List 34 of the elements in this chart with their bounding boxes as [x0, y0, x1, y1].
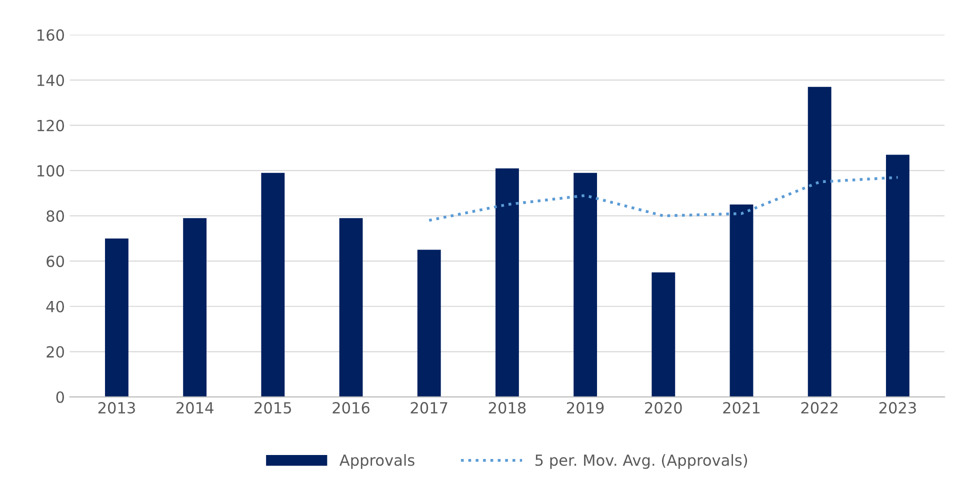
- x-tick-label: 2013: [98, 402, 135, 414]
- y-tick-label: 60: [46, 256, 64, 268]
- y-tick-label: 140: [38, 74, 64, 86]
- y-tick-label: 100: [38, 165, 64, 177]
- x-tick-label: 2016: [332, 402, 370, 414]
- y-tick-label: 160: [38, 29, 64, 41]
- bar: [730, 204, 754, 397]
- bar: [339, 218, 363, 397]
- x-tick-label: 2017: [410, 402, 448, 414]
- bar: [652, 272, 676, 397]
- x-tick-label: 2014: [176, 402, 214, 414]
- x-tick-label: 2019: [566, 402, 604, 414]
- bar: [808, 86, 832, 397]
- y-tick-label: 40: [46, 300, 64, 312]
- bar: [261, 172, 285, 397]
- y-tick-label: 0: [56, 391, 64, 403]
- y-tick-label: 120: [38, 120, 64, 132]
- bar: [886, 154, 910, 397]
- y-tick-label: 20: [46, 346, 64, 358]
- x-tick-label: 2020: [645, 402, 682, 414]
- x-tick-label: 2018: [488, 402, 526, 414]
- x-tick-label: 2023: [879, 402, 916, 414]
- bar: [495, 168, 519, 397]
- bar: [105, 238, 128, 397]
- legend-label: Approvals: [340, 454, 414, 469]
- y-tick-label: 80: [46, 210, 64, 222]
- bar: [417, 250, 441, 397]
- legend-label: 5 per. Mov. Avg. (Approvals): [535, 454, 748, 469]
- x-tick-label: 2021: [723, 402, 760, 414]
- bar: [183, 218, 207, 397]
- bar: [574, 172, 598, 397]
- x-tick-label: 2015: [254, 402, 292, 414]
- x-tick-label: 2022: [801, 402, 838, 414]
- line-series: [428, 176, 900, 222]
